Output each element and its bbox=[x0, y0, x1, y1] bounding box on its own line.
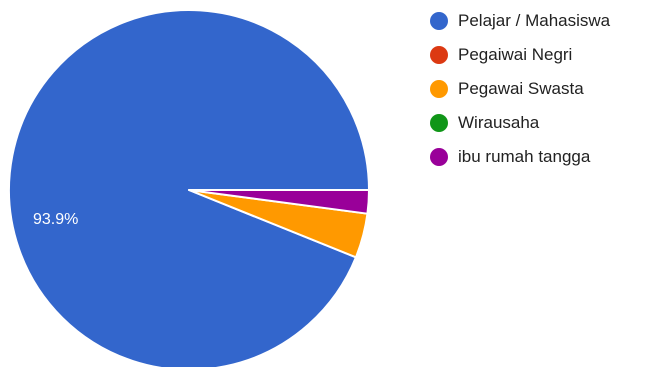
pie-slice-4[interactable] bbox=[188, 189, 371, 215]
legend-label: Wirausaha bbox=[458, 112, 540, 132]
pie-slice-0[interactable] bbox=[8, 9, 370, 367]
legend-swatch-pelajar-mahasiswa bbox=[430, 11, 448, 30]
legend-label: Pelajar / Mahasiswa bbox=[458, 10, 611, 30]
legend-item-ibu-rumah-tangga[interactable]: ibu rumah tangga bbox=[430, 144, 642, 169]
legend-item-pelajar-mahasiswa[interactable]: Pelajar / Mahasiswa bbox=[430, 8, 642, 33]
legend-label: ibu rumah tangga bbox=[458, 146, 591, 166]
legend-swatch-wirausaha bbox=[430, 113, 448, 132]
legend-label: Pegawai Swasta bbox=[458, 78, 584, 98]
legend-item-wirausaha[interactable]: Wirausaha bbox=[430, 110, 642, 135]
legend-label: Pegaiwai Negri bbox=[458, 44, 573, 64]
legend-swatch-pegaiwai-negri bbox=[430, 45, 448, 64]
legend-swatch-ibu-rumah-tangga bbox=[430, 147, 448, 166]
legend-item-pegawai-swasta[interactable]: Pegawai Swasta bbox=[430, 76, 642, 101]
chart-legend: Pelajar / Mahasiswa Pegaiwai Negri Pegaw… bbox=[430, 8, 642, 178]
legend-item-pegaiwai-negri[interactable]: Pegaiwai Negri bbox=[430, 42, 642, 67]
slice-label-pelajar-mahasiswa: 93.9% bbox=[33, 211, 78, 228]
legend-swatch-pegawai-swasta bbox=[430, 79, 448, 98]
